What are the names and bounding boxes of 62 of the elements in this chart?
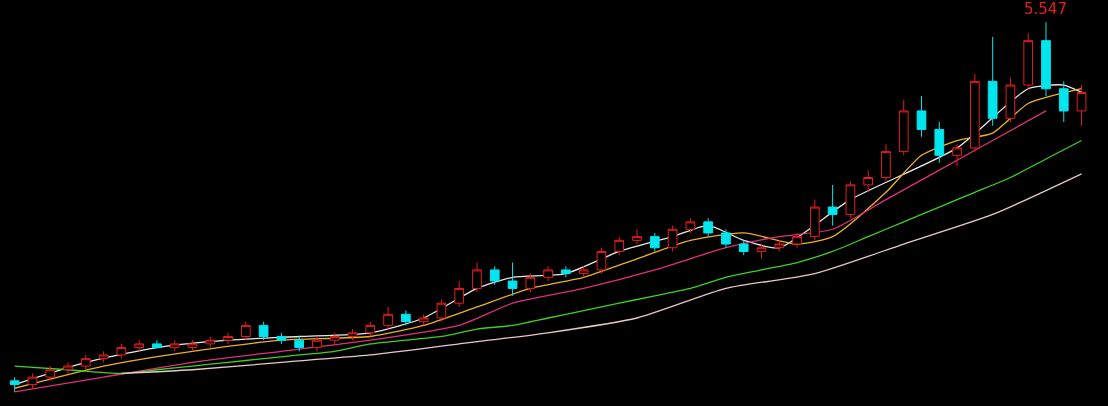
candlestick bbox=[454, 280, 465, 308]
candlestick bbox=[916, 95, 927, 138]
candlestick bbox=[543, 265, 553, 282]
candlestick bbox=[738, 239, 749, 256]
candlestick bbox=[649, 232, 660, 252]
candlestick bbox=[98, 350, 109, 363]
candlestick bbox=[721, 228, 731, 249]
candlestick bbox=[1023, 32, 1034, 90]
candlestick bbox=[596, 247, 607, 275]
candlestick bbox=[347, 328, 358, 341]
candlestick bbox=[436, 299, 447, 323]
candlestick bbox=[401, 310, 411, 326]
candlestick bbox=[827, 184, 838, 227]
annotation: 5.547 bbox=[1024, 0, 1067, 18]
candlestick bbox=[329, 332, 340, 345]
candlestick bbox=[578, 265, 589, 278]
candlestick bbox=[63, 361, 73, 374]
candlestick bbox=[258, 321, 269, 341]
candlestick bbox=[187, 339, 198, 352]
candlestick bbox=[472, 262, 482, 293]
candlestick bbox=[1041, 21, 1051, 97]
candlestick bbox=[756, 243, 767, 260]
candlestick bbox=[952, 143, 962, 167]
candlestick bbox=[1005, 77, 1016, 123]
candlestick bbox=[792, 232, 802, 249]
candlestick bbox=[365, 321, 376, 337]
candlestick bbox=[489, 265, 500, 286]
candlestick bbox=[561, 265, 571, 278]
candlestick bbox=[223, 332, 233, 345]
candlestick bbox=[614, 236, 625, 256]
candlestick bbox=[418, 313, 429, 326]
candlestick bbox=[1076, 84, 1087, 127]
candlestick bbox=[134, 339, 144, 352]
candlestick bbox=[667, 225, 678, 252]
candlestick bbox=[27, 372, 38, 389]
candlestick bbox=[169, 339, 180, 352]
candlestick bbox=[774, 239, 785, 252]
candlestick bbox=[312, 335, 322, 352]
candlestick bbox=[632, 228, 642, 245]
candlestick bbox=[934, 121, 945, 164]
candlestick bbox=[863, 169, 874, 193]
candlestick bbox=[240, 321, 251, 341]
candlestick bbox=[898, 99, 909, 156]
candlestick bbox=[525, 273, 536, 293]
candlestick bbox=[809, 199, 820, 241]
candlestick bbox=[152, 339, 162, 349]
candlestick bbox=[987, 36, 998, 127]
candlestick bbox=[970, 73, 980, 153]
candlestick bbox=[1058, 80, 1069, 123]
candlestick bbox=[507, 262, 518, 297]
candlestick bbox=[685, 217, 696, 234]
candlestick bbox=[205, 335, 216, 349]
candlestick bbox=[45, 365, 56, 382]
candlestick bbox=[881, 143, 891, 182]
candlestick bbox=[276, 332, 287, 345]
candlestick bbox=[116, 343, 127, 360]
candlestick bbox=[294, 335, 305, 352]
candlestick bbox=[383, 306, 393, 330]
candlestick bbox=[845, 180, 856, 219]
candlestick bbox=[9, 376, 20, 393]
candlestick bbox=[80, 354, 91, 371]
candlestick bbox=[703, 217, 713, 238]
